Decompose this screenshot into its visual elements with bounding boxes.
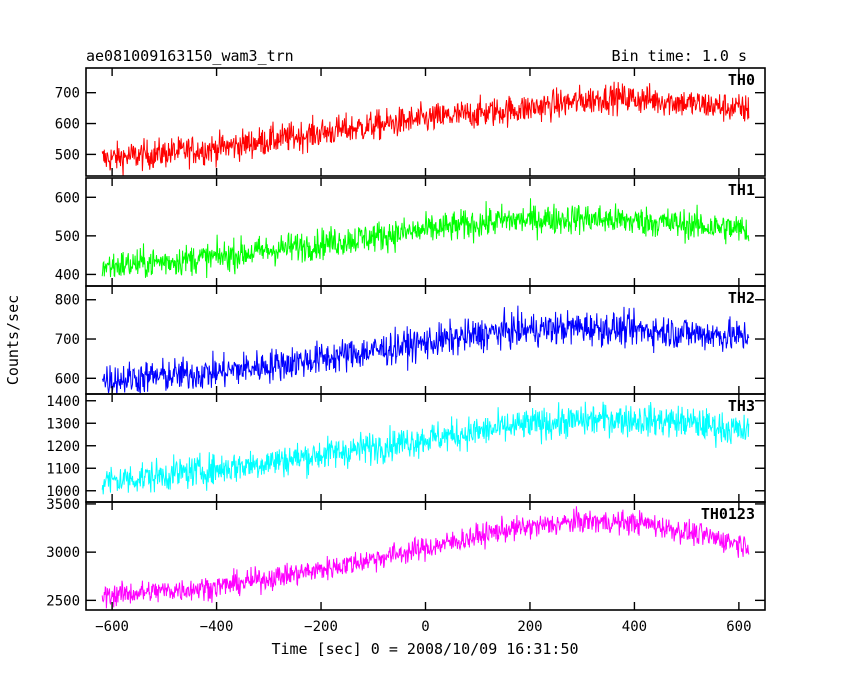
y-tick-label: 500 bbox=[55, 229, 80, 245]
y-tick-label: 800 bbox=[55, 293, 80, 309]
light-curve-th3 bbox=[101, 401, 750, 495]
series-label-th0: TH0 bbox=[728, 71, 755, 89]
y-tick-label: 700 bbox=[55, 86, 80, 102]
light-curve-th1 bbox=[101, 198, 750, 279]
x-tick-label: 0 bbox=[421, 619, 429, 635]
light-curve-th0123 bbox=[101, 506, 750, 609]
series-label-th2: TH2 bbox=[728, 289, 755, 307]
x-tick-label: −400 bbox=[200, 619, 234, 635]
panels-layer: 500 600 700 TH0 400 500 600 TH1 600 700 800 TH2 1000… bbox=[46, 67, 766, 635]
chart-title: ae081009163150_wam3_trn bbox=[86, 47, 294, 65]
series-label-th3: TH3 bbox=[728, 397, 755, 415]
series-label-th0123: TH0123 bbox=[701, 505, 755, 523]
y-tick-label: 2500 bbox=[46, 593, 80, 609]
y-tick-label: 3500 bbox=[46, 497, 80, 513]
panel-th0: 500 600 700 TH0 bbox=[55, 67, 766, 177]
bin-time-label: Bin time: 1.0 s bbox=[612, 47, 747, 65]
panel-th2: 600 700 800 TH2 bbox=[55, 285, 766, 395]
light-curve-th0 bbox=[101, 81, 750, 176]
y-tick-label: 600 bbox=[55, 190, 80, 206]
y-tick-label: 1100 bbox=[46, 461, 80, 477]
x-tick-label: −200 bbox=[304, 619, 338, 635]
y-tick-label: 1400 bbox=[46, 394, 80, 410]
y-tick-label: 600 bbox=[55, 371, 80, 387]
series-label-th1: TH1 bbox=[728, 181, 755, 199]
y-tick-label: 600 bbox=[55, 117, 80, 133]
panel-th0123: 2500 3000 3500 TH0123 −600 −400 −200 0 200 400 600 bbox=[46, 497, 766, 635]
x-axis-label: Time [sec] 0 = 2008/10/09 16:31:50 bbox=[271, 640, 578, 658]
x-tick-label: 600 bbox=[726, 619, 751, 635]
y-tick-label: 700 bbox=[55, 332, 80, 348]
y-tick-label: 500 bbox=[55, 147, 80, 163]
x-tick-label: 400 bbox=[622, 619, 647, 635]
y-tick-label: 1200 bbox=[46, 439, 80, 455]
y-tick-label: 400 bbox=[55, 267, 80, 283]
y-axis-label: Counts/sec bbox=[4, 295, 22, 385]
panel-th1: 400 500 600 TH1 bbox=[55, 177, 766, 287]
y-tick-label: 3000 bbox=[46, 545, 80, 561]
light-curve-th2 bbox=[101, 305, 750, 394]
x-tick-label: 200 bbox=[517, 619, 542, 635]
x-tick-label: −600 bbox=[95, 619, 129, 635]
y-tick-label: 1000 bbox=[46, 484, 80, 500]
y-tick-label: 1300 bbox=[46, 416, 80, 432]
panel-th3: 1000 1100 1200 1300 1400 TH3 bbox=[46, 393, 766, 503]
